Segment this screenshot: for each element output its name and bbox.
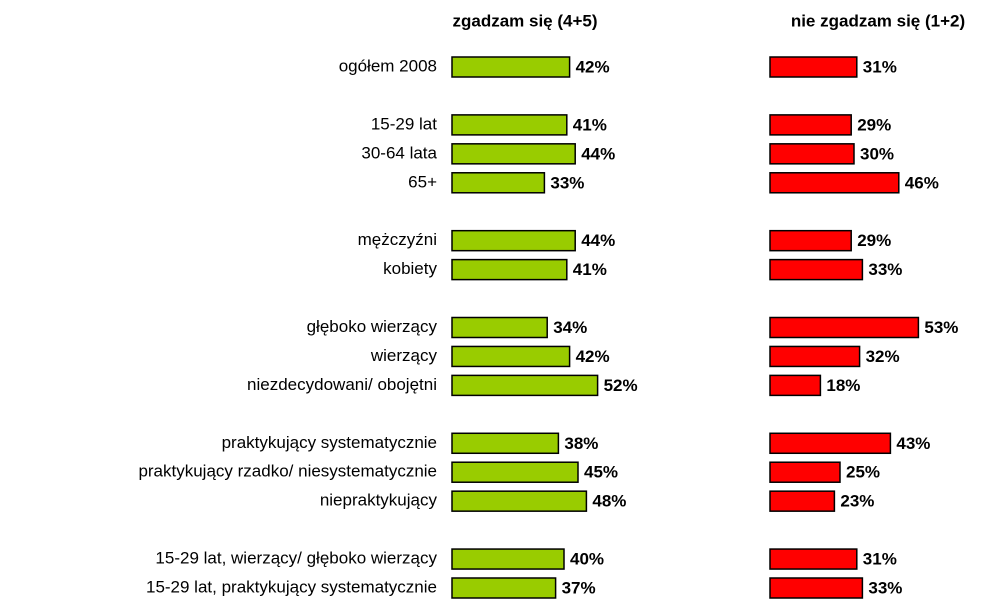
bar	[769, 374, 822, 397]
bar	[769, 432, 892, 455]
value-label: 33%	[550, 173, 584, 192]
value-label: 31%	[863, 550, 897, 569]
value-label: 30%	[860, 144, 894, 163]
bar	[451, 172, 546, 194]
bar	[451, 114, 568, 136]
value-label: 53%	[924, 318, 958, 337]
value-label: 41%	[573, 260, 607, 279]
category-label: niepraktykujący	[320, 491, 438, 510]
value-label: 25%	[846, 463, 880, 482]
bar	[769, 490, 836, 512]
value-label: 31%	[863, 57, 897, 76]
bar	[769, 577, 864, 599]
bar	[451, 432, 560, 455]
category-label: 65+	[408, 172, 437, 191]
category-label: głęboko wierzący	[307, 317, 438, 336]
bar	[451, 548, 565, 570]
value-label: 34%	[553, 318, 587, 337]
bar	[769, 114, 852, 136]
bar	[451, 56, 571, 78]
category-label: 15-29 lat	[371, 114, 437, 133]
value-label: 32%	[866, 347, 900, 366]
bar	[451, 374, 599, 397]
category-label: kobiety	[383, 259, 437, 278]
bar	[769, 56, 858, 78]
value-label: 41%	[573, 115, 607, 134]
bar	[451, 229, 576, 252]
value-label: 38%	[564, 434, 598, 453]
bar	[451, 577, 557, 599]
bar	[769, 258, 864, 281]
value-label: 18%	[826, 376, 860, 395]
bar	[769, 345, 861, 368]
bar	[451, 316, 548, 339]
category-label: praktykujący systematycznie	[222, 433, 437, 452]
bar	[451, 490, 588, 512]
category-label: mężczyźni	[358, 230, 437, 249]
value-label: 33%	[868, 260, 902, 279]
bar	[769, 143, 855, 165]
category-label: niezdecydowani/ obojętni	[247, 375, 437, 394]
category-label: 15-29 lat, praktykujący systematycznie	[146, 577, 437, 596]
category-label: 15-29 lat, wierzący/ głęboko wierzący	[155, 549, 437, 568]
value-label: 42%	[576, 57, 610, 76]
category-label: wierzący	[370, 346, 438, 365]
bar	[451, 461, 579, 483]
series-header: nie zgadzam się (1+2)	[791, 11, 965, 30]
value-label: 48%	[592, 492, 626, 511]
value-label: 43%	[896, 434, 930, 453]
bar	[769, 229, 852, 252]
value-label: 44%	[581, 144, 615, 163]
value-label: 33%	[868, 578, 902, 597]
value-label: 52%	[604, 376, 638, 395]
bar	[451, 258, 568, 281]
category-label: ogółem 2008	[339, 56, 437, 75]
value-label: 44%	[581, 231, 615, 250]
bar	[769, 461, 841, 483]
bar	[769, 172, 900, 194]
bar	[769, 316, 920, 339]
bar	[769, 548, 858, 570]
category-label: 30-64 lata	[361, 143, 437, 162]
value-label: 42%	[576, 347, 610, 366]
category-label: praktykujący rzadko/ niesystematycznie	[138, 462, 437, 481]
series-header: zgadzam się (4+5)	[452, 11, 597, 30]
value-label: 40%	[570, 550, 604, 569]
bar	[451, 143, 576, 165]
value-label: 23%	[840, 492, 874, 511]
value-label: 45%	[584, 463, 618, 482]
value-label: 29%	[857, 115, 891, 134]
bar	[451, 345, 571, 368]
value-label: 46%	[905, 173, 939, 192]
value-label: 37%	[562, 578, 596, 597]
value-label: 29%	[857, 231, 891, 250]
